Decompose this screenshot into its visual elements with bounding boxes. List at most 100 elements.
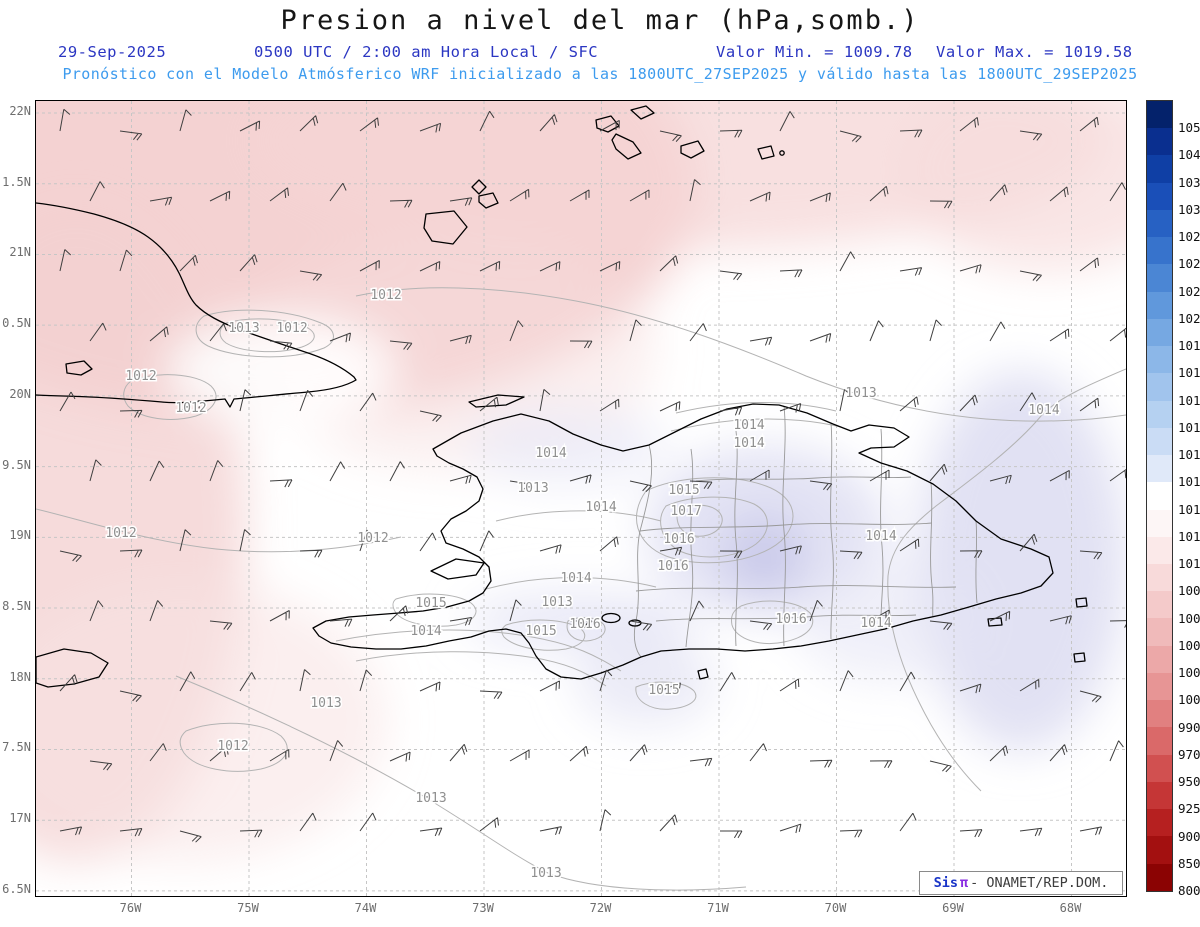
lat-tick-label: 20N: [9, 386, 31, 401]
lon-tick-label: 71W: [707, 901, 729, 915]
isobar-label: 1013: [530, 866, 561, 881]
cuba-cays: [65, 360, 93, 376]
isobar-label: 1014: [410, 624, 441, 639]
isobar-label: 1013: [541, 595, 572, 610]
bahama-islet: [630, 105, 655, 120]
gonave-island: [430, 558, 485, 580]
colorbar-tick-label: 800: [1178, 883, 1200, 898]
isobar-label: 1014: [535, 446, 566, 461]
isobar-label: 1017: [670, 504, 701, 519]
isobar-label: 1014: [860, 616, 891, 631]
isobar-label: 1014: [560, 571, 591, 586]
colorbar-tick-label: 970: [1178, 746, 1200, 762]
colorbar-segment: [1147, 809, 1172, 837]
isobar-label: 1016: [663, 532, 694, 547]
lon-tick-label: 69W: [942, 901, 964, 915]
crooked-island: [595, 115, 620, 133]
pi-symbol: π: [960, 875, 969, 891]
colorbar-segment: [1147, 400, 1172, 428]
isobar-label: 1015: [415, 596, 446, 611]
isobar-label: 1014: [865, 529, 896, 544]
header-meta-row: 29-Sep-2025 0500 UTC / 2:00 am Hora Loca…: [0, 43, 1200, 63]
lat-tick-label: 9.5N: [2, 457, 31, 472]
forecast-line: Pronóstico con el Modelo Atmósferico WRF…: [62, 65, 1138, 83]
coastlines: [36, 105, 1088, 688]
colorbar-tick-label: 1010: [1178, 556, 1200, 572]
province-borders: [633, 405, 978, 658]
isobar-label: 1012: [125, 369, 156, 384]
sispi-logo-text: Sis: [933, 875, 959, 891]
credit-box: Sis π - ONAMET/REP.DOM.: [919, 871, 1123, 895]
colorbar-segment: [1147, 291, 1172, 319]
isobar-label: 1012: [276, 321, 307, 336]
colorbar-segment: [1147, 727, 1172, 755]
isobar-label: 1016: [569, 617, 600, 632]
isobar-label: 1013: [228, 321, 259, 336]
min-value-label: Valor Min. = 1009.78: [716, 43, 913, 61]
acklins-island: [611, 133, 642, 160]
turks-islands: [757, 145, 775, 160]
colorbar-tick-label: 950: [1178, 774, 1200, 790]
colorbar-tick-label: 1017: [1178, 392, 1200, 408]
colorbar-tick-label: 1015: [1178, 447, 1200, 463]
colorbar-segment: [1147, 591, 1172, 619]
lat-tick-label: 6.5N: [2, 881, 31, 896]
date-label: 29-Sep-2025: [58, 43, 167, 61]
colorbar-segment: [1147, 672, 1172, 701]
colorbar-tick-label: 1006: [1178, 610, 1200, 626]
colorbar-segment: [1147, 346, 1172, 374]
isobar-label: 1015: [525, 624, 556, 639]
colorbar-tick-label: 900: [1178, 828, 1200, 844]
beata-island: [697, 668, 709, 680]
colorbar-tick-label: 1050: [1178, 120, 1200, 136]
isobar-label: 1013: [415, 791, 446, 806]
colorbar-tick-label: 990: [1178, 719, 1200, 735]
colorbar-tick-label: 1016: [1178, 419, 1200, 435]
colorbar-segment: [1147, 536, 1172, 564]
colorbar-tick-label: 1008: [1178, 583, 1200, 599]
isobar-label: 1014: [1028, 403, 1059, 418]
isobar-label: 1012: [105, 526, 136, 541]
turks-islet: [779, 150, 785, 156]
isobar-label: 1013: [517, 481, 548, 496]
isobar-label: 1016: [775, 612, 806, 627]
colorbar-segment: [1147, 482, 1172, 510]
lat-tick-label: 18N: [9, 669, 31, 684]
colorbar-segment: [1147, 618, 1172, 646]
map-area: 1012 1013 1012 1012 1012 1013 1014 1014 1014 1014…: [35, 100, 1127, 897]
wind-barbs: [59, 108, 1126, 843]
colorbar-segment: [1147, 155, 1172, 183]
lat-tick-label: 22N: [9, 104, 31, 118]
colorbar-segment: [1147, 182, 1172, 210]
se-islet: [1073, 652, 1086, 663]
colorbar-segment: [1147, 563, 1172, 592]
colorbar-segment: [1147, 373, 1172, 401]
isobar-label: 1014: [733, 418, 764, 433]
colorbar-segment: [1147, 754, 1172, 782]
isobar-label: 1013: [845, 386, 876, 401]
isobar-label: 1015: [648, 683, 679, 698]
pressure-shading: [36, 101, 1126, 861]
colorbar-tick-label: 925: [1178, 801, 1200, 817]
lon-tick-label: 70W: [824, 901, 847, 915]
tortue-island: [468, 394, 525, 408]
isobar-labels: 1012 1013 1012 1012 1012 1013 1014 1014 1014 1014…: [104, 287, 1061, 883]
isobar-label: 1012: [370, 288, 401, 303]
small-island: [471, 179, 487, 195]
mayaguana-island: [680, 140, 705, 159]
cuba-coastline: [36, 202, 357, 408]
colorbar-segment: [1147, 209, 1172, 238]
colorbar-segment: [1147, 264, 1172, 292]
lon-tick-label: 76W: [119, 901, 142, 915]
colorbar-tick-label: 850: [1178, 855, 1200, 871]
colorbar-segment: [1147, 700, 1172, 728]
colorbar-segment: [1147, 128, 1172, 156]
colorbar-segment: [1147, 455, 1172, 483]
isobar-label: 1012: [357, 531, 388, 546]
lat-tick-label: 0.5N: [2, 316, 31, 331]
mona-island: [1075, 597, 1088, 608]
colorbar-tick-label: 1035: [1178, 174, 1200, 190]
colorbar-segment: [1147, 781, 1172, 810]
lat-tick-label: 21N: [9, 245, 31, 260]
credit-org-text: - ONAMET/REP.DOM.: [970, 875, 1109, 891]
